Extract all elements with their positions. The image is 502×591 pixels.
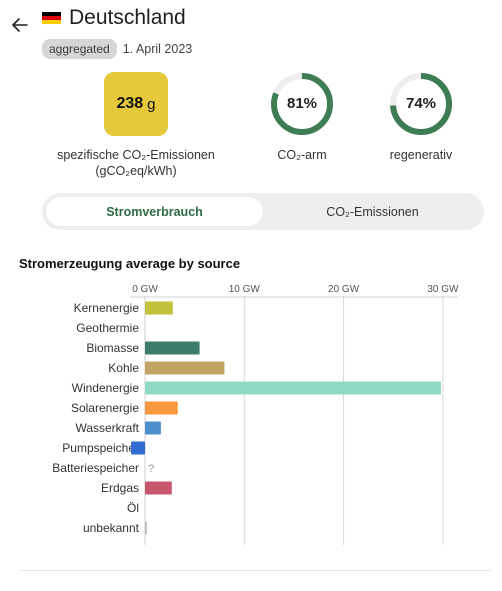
- tab-co2-emissionen[interactable]: CO₂-Emissionen: [326, 204, 419, 219]
- chart-title: Stromerzeugung average by source: [19, 256, 241, 271]
- renewable-ring-arc: [390, 73, 452, 135]
- x-tick-label: 30 GW: [427, 284, 459, 295]
- carbon-intensity-box: 238 g: [104, 72, 168, 136]
- lowcarbon-percent: 81%: [286, 95, 318, 112]
- category-label: Erdgas: [101, 481, 139, 495]
- bar[interactable]: [145, 401, 178, 415]
- category-label: Wasserkraft: [75, 421, 139, 435]
- category-label: Geothermie: [76, 321, 139, 335]
- category-label: Batteriespeicher: [52, 461, 139, 475]
- bar[interactable]: [145, 481, 172, 495]
- carbon-intensity-value: 238: [116, 95, 144, 112]
- tab-stromverbrauch[interactable]: Stromverbrauch: [46, 197, 263, 226]
- category-label: Solarenergie: [71, 401, 139, 415]
- aggregated-badge[interactable]: aggregated: [42, 39, 117, 59]
- category-label: Biomasse: [86, 341, 139, 355]
- lowcarbon-ring: [271, 73, 333, 135]
- bar[interactable]: [145, 421, 161, 435]
- category-label: Öl: [127, 501, 139, 515]
- carbon-intensity-unit: g: [147, 95, 156, 113]
- carbon-intensity-label-line1: spezifische CO₂-Emissionen: [57, 148, 215, 162]
- bar[interactable]: [145, 381, 441, 395]
- renewable-label: regenerativ: [389, 148, 453, 162]
- bar[interactable]: [145, 341, 200, 355]
- page-title: Deutschland: [69, 6, 186, 29]
- divider: [19, 570, 491, 571]
- carbon-intensity-label-line2: (gCO₂eq/kWh): [95, 164, 177, 178]
- bar[interactable]: [145, 301, 173, 315]
- category-label: Kohle: [108, 361, 139, 375]
- x-tick-label: 0 GW: [132, 284, 158, 295]
- lowcarbon-ring-arc: [271, 73, 333, 135]
- x-tick-label: 10 GW: [229, 284, 261, 295]
- missing-value-marker: ?: [148, 463, 154, 475]
- bar[interactable]: [145, 361, 225, 375]
- bar[interactable]: [145, 521, 147, 535]
- header: Deutschland aggregated 1. April 2023: [42, 6, 192, 59]
- category-label: Pumpspeicher: [62, 441, 139, 455]
- bar[interactable]: [131, 441, 145, 455]
- renewable-ring: [390, 73, 452, 135]
- lowcarbon-label: CO₂-arm: [277, 148, 327, 162]
- category-label: Kernenergie: [74, 301, 140, 315]
- category-label: Windenergie: [72, 381, 140, 395]
- category-label: unbekannt: [83, 521, 140, 535]
- back-arrow-icon[interactable]: [9, 14, 31, 36]
- renewable-percent: 74%: [405, 95, 437, 112]
- view-toggle: Stromverbrauch CO₂-Emissionen: [42, 193, 484, 230]
- carbon-intensity-label: spezifische CO₂-Emissionen (gCO₂eq/kWh): [40, 147, 232, 179]
- date-label[interactable]: 1. April 2023: [122, 42, 193, 56]
- x-tick-label: 20 GW: [328, 284, 360, 295]
- germany-flag-icon: [42, 12, 61, 24]
